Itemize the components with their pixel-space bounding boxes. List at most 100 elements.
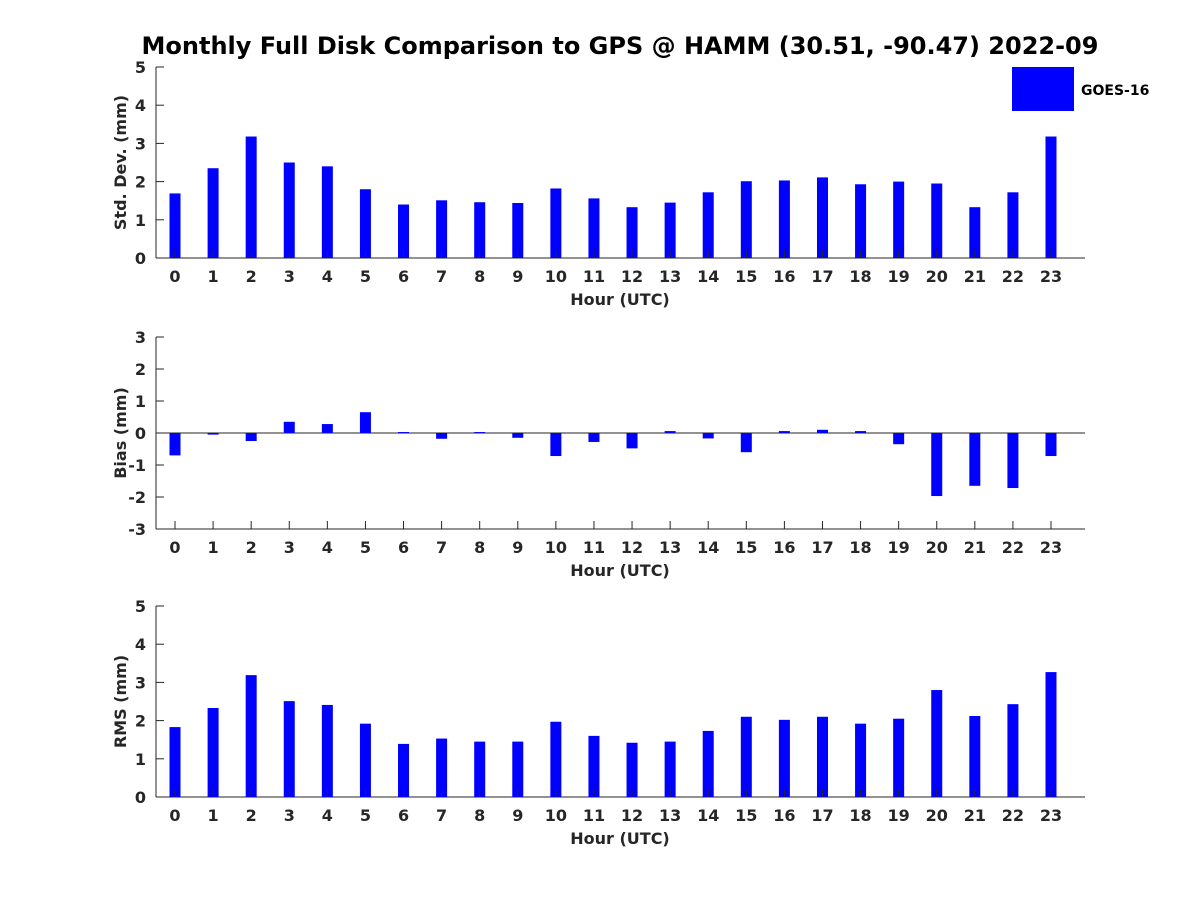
- x-tick-label: 3: [284, 806, 295, 825]
- bar-hour-19: [893, 433, 905, 445]
- bar-hour-17: [816, 429, 828, 433]
- x-tick-label: 12: [621, 267, 643, 286]
- x-axis-label: Hour (UTC): [570, 829, 670, 848]
- x-tick-label: 4: [322, 538, 333, 557]
- bar-hour-9: [512, 433, 524, 438]
- x-tick-label: 16: [773, 806, 795, 825]
- bar-hour-11: [588, 735, 600, 797]
- bar-hour-2: [245, 136, 257, 258]
- bar-hour-21: [969, 433, 981, 486]
- bar-hour-3: [283, 421, 295, 433]
- bar-hour-17: [816, 716, 828, 797]
- bar-hour-20: [931, 433, 943, 497]
- y-tick-label: 4: [135, 635, 146, 654]
- y-tick-label: -2: [128, 488, 146, 507]
- bar-hour-18: [855, 431, 867, 433]
- bar-hour-20: [931, 690, 943, 797]
- bar-hour-19: [893, 718, 905, 797]
- bar-hour-21: [969, 207, 981, 258]
- x-tick-label: 1: [208, 538, 219, 557]
- bar-hour-20: [931, 183, 943, 258]
- x-tick-label: 17: [811, 806, 833, 825]
- bar-hour-10: [550, 433, 562, 457]
- chart-title: Monthly Full Disk Comparison to GPS @ HA…: [142, 32, 1099, 60]
- y-axis-label: Std. Dev. (mm): [111, 95, 130, 230]
- x-tick-label: 17: [811, 267, 833, 286]
- bar-hour-9: [512, 202, 524, 258]
- y-tick-label: 4: [135, 96, 146, 115]
- bar-hour-8: [474, 202, 486, 258]
- x-tick-label: 4: [322, 267, 333, 286]
- y-tick-label: 5: [135, 58, 146, 77]
- x-tick-label: 10: [545, 538, 567, 557]
- bar-hour-0: [169, 193, 181, 258]
- x-tick-label: 12: [621, 806, 643, 825]
- x-tick-label: 0: [169, 267, 180, 286]
- x-tick-label: 15: [735, 267, 757, 286]
- x-tick-label: 6: [398, 538, 409, 557]
- x-tick-label: 15: [735, 806, 757, 825]
- x-tick-label: 19: [888, 267, 910, 286]
- bar-hour-10: [550, 188, 562, 258]
- bar-hour-21: [969, 716, 981, 797]
- bar-hour-22: [1007, 192, 1019, 258]
- x-tick-label: 10: [545, 267, 567, 286]
- y-tick-label: 2: [135, 712, 146, 731]
- bar-hour-4: [321, 166, 333, 258]
- y-tick-label: 3: [135, 134, 146, 153]
- bar-hour-23: [1045, 433, 1057, 457]
- x-tick-label: 0: [169, 538, 180, 557]
- bar-hour-18: [855, 723, 867, 797]
- y-tick-label: 1: [135, 750, 146, 769]
- bar-hour-9: [512, 741, 524, 797]
- bar-hour-7: [436, 433, 448, 439]
- y-tick-label: -3: [128, 520, 146, 539]
- x-tick-label: 0: [169, 806, 180, 825]
- x-tick-label: 12: [621, 538, 643, 557]
- y-tick-label: -1: [128, 456, 146, 475]
- bar-hour-13: [664, 741, 676, 797]
- y-tick-label: 2: [135, 173, 146, 192]
- x-tick-label: 13: [659, 267, 681, 286]
- y-tick-label: 1: [135, 392, 146, 411]
- bar-hour-12: [626, 433, 638, 449]
- x-tick-label: 22: [1002, 267, 1024, 286]
- bar-hour-11: [588, 198, 600, 258]
- bar-hour-14: [702, 433, 714, 439]
- x-tick-label: 2: [246, 267, 257, 286]
- x-tick-label: 21: [964, 267, 986, 286]
- bar-hour-15: [740, 433, 752, 453]
- x-tick-label: 13: [659, 538, 681, 557]
- bar-hour-4: [321, 424, 333, 433]
- bar-hour-1: [207, 433, 219, 435]
- bar-hour-12: [626, 207, 638, 258]
- bar-hour-2: [245, 675, 257, 797]
- x-tick-label: 3: [284, 538, 295, 557]
- bar-hour-12: [626, 742, 638, 797]
- x-tick-label: 22: [1002, 538, 1024, 557]
- bar-hour-8: [474, 741, 486, 797]
- bar-hour-3: [283, 162, 295, 258]
- y-tick-label: 0: [135, 249, 146, 268]
- x-tick-label: 23: [1040, 806, 1062, 825]
- x-tick-label: 20: [926, 538, 948, 557]
- bar-hour-5: [359, 412, 371, 433]
- x-tick-label: 2: [246, 538, 257, 557]
- bar-hour-13: [664, 202, 676, 258]
- bar-hour-6: [398, 432, 410, 434]
- x-tick-label: 2: [246, 806, 257, 825]
- bar-hour-14: [702, 192, 714, 258]
- y-axis-label: Bias (mm): [111, 387, 130, 479]
- x-tick-label: 21: [964, 806, 986, 825]
- bar-hour-3: [283, 701, 295, 797]
- bar-hour-5: [359, 723, 371, 797]
- x-tick-label: 7: [436, 806, 447, 825]
- bar-hour-18: [855, 184, 867, 258]
- bar-hour-4: [321, 704, 333, 797]
- bar-hour-8: [474, 432, 486, 434]
- bar-hour-2: [245, 433, 257, 441]
